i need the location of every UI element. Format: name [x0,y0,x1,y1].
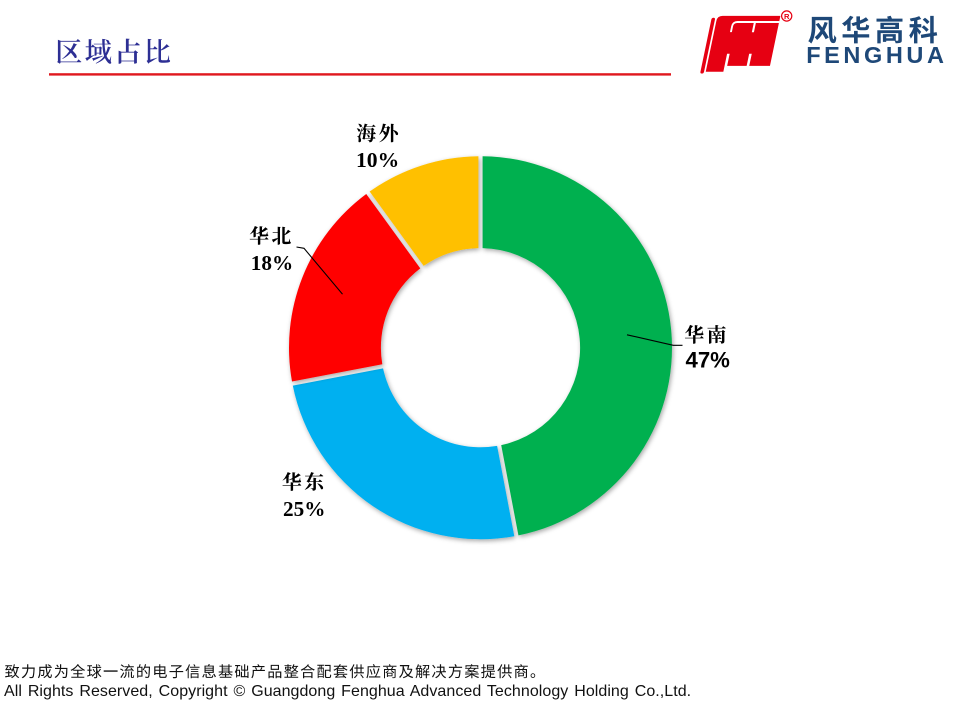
svg-text:47%: 47% [686,348,731,373]
svg-text:18%: 18% [251,251,293,275]
svg-text:10%: 10% [356,148,399,172]
svg-text:All Rights Reserved, Copyright: All Rights Reserved, Copyright © Guangdo… [4,683,691,700]
svg-text:R: R [784,12,790,21]
svg-text:FENGHUA: FENGHUA [806,42,947,68]
svg-text:25%: 25% [283,497,325,521]
